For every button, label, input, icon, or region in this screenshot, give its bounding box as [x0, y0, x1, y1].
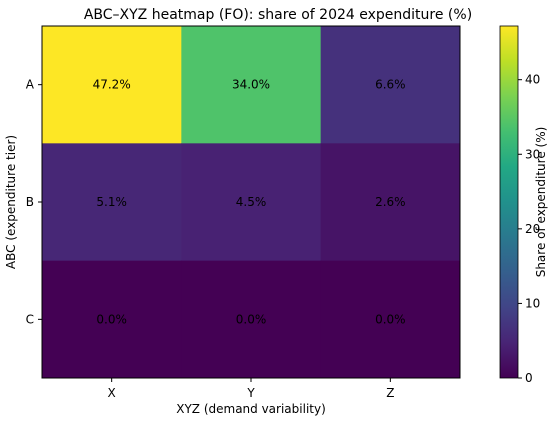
cell-value-label: 5.1%	[96, 195, 127, 209]
colorbar-tick-label: 10	[525, 296, 540, 310]
colorbar-tick-label: 0	[525, 371, 533, 385]
heatmap-cell-A-X	[42, 26, 182, 144]
cell-value-label: 4.5%	[236, 195, 267, 209]
heatmap-cell-C-Z	[320, 260, 461, 379]
heatmap-cells	[42, 26, 461, 379]
heatmap-cell-C-Y	[181, 260, 322, 379]
cell-value-label: 0.0%	[96, 312, 127, 326]
x-tick-label: Z	[386, 386, 394, 400]
y-tick-label: A	[26, 78, 35, 92]
cell-value-label: 6.6%	[375, 78, 406, 92]
heatmap-cell-B-Y	[181, 143, 322, 262]
heatmap-cell-B-X	[42, 143, 182, 262]
heatmap-cell-C-X	[42, 260, 182, 379]
y-tick-label: B	[26, 195, 34, 209]
colorbar-tick-label: 30	[525, 147, 540, 161]
heatmap-cell-labels: 47.2% 34.0% 6.6% 5.1% 4.5% 2.6% 0.0% 0.0% 0.0%	[93, 78, 406, 327]
colorbar	[499, 25, 519, 379]
heatmap-cell-A-Y	[181, 26, 322, 144]
colorbar-ticks: 0 10 20 30 40	[518, 73, 540, 385]
cell-value-label: 34.0%	[232, 78, 270, 92]
heatmap-cell-A-Z	[320, 26, 461, 144]
x-tick-label: X	[108, 386, 116, 400]
y-tick-label: C	[26, 312, 34, 326]
colorbar-label: Share of expenditure (%)	[534, 127, 548, 278]
heatmap-cell-B-Z	[320, 143, 461, 262]
cell-value-label: 0.0%	[236, 312, 267, 326]
cell-value-label: 0.0%	[375, 312, 406, 326]
x-tick-label: Y	[246, 386, 255, 400]
cell-value-label: 2.6%	[375, 195, 406, 209]
y-axis: A B C	[26, 78, 42, 326]
y-axis-label: ABC (expenditure tier)	[4, 135, 18, 269]
colorbar-tick-label: 20	[525, 222, 540, 236]
x-axis: X Y Z	[108, 378, 394, 400]
chart-title: ABC–XYZ heatmap (FO): share of 2024 expe…	[84, 7, 472, 23]
x-axis-label: XYZ (demand variability)	[176, 402, 326, 416]
colorbar-tick-label: 40	[525, 73, 540, 87]
cell-value-label: 47.2%	[93, 78, 131, 92]
